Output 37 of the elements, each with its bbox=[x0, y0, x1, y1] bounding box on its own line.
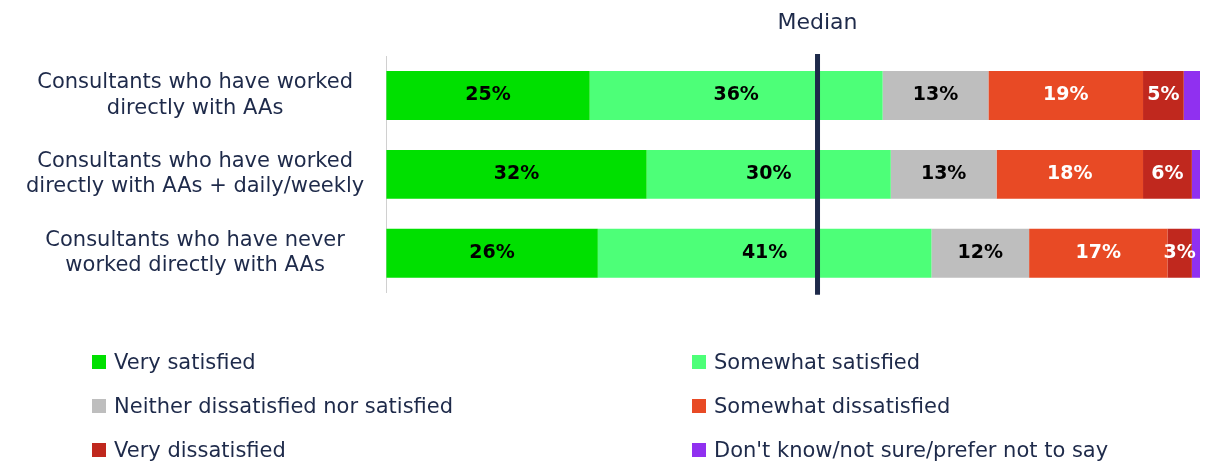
bar bbox=[386, 228, 598, 278]
data-label: 26% bbox=[469, 240, 515, 263]
data-label: 17% bbox=[1075, 240, 1122, 263]
bar bbox=[589, 71, 883, 120]
data-label: 41% bbox=[741, 240, 788, 263]
legend-label: Don't know/not sure/prefer not to say bbox=[713, 438, 1110, 462]
data-label: 25% bbox=[465, 82, 511, 105]
bar bbox=[996, 149, 1144, 199]
y-tick-label: Consultants who have worked directly with AAs bbox=[37, 69, 353, 119]
data-label: 30% bbox=[745, 161, 792, 184]
data-label: 12% bbox=[957, 240, 1004, 263]
bar bbox=[386, 71, 590, 120]
bar bbox=[1183, 71, 1200, 120]
data-label: 13% bbox=[912, 82, 959, 105]
bar bbox=[386, 149, 647, 199]
bar bbox=[597, 228, 932, 278]
y-tick-label: Consultants who have worked directly with AAs + daily/weekly bbox=[26, 148, 365, 198]
data-label: 6% bbox=[1151, 161, 1184, 184]
legend-label: Neither dissatisfied nor satisfied bbox=[113, 394, 455, 418]
legend-label: Very dissatisfied bbox=[113, 438, 287, 462]
bar bbox=[646, 149, 891, 199]
data-label: 36% bbox=[713, 82, 759, 105]
y-tick-label: Consultants who have never worked directly with AAs bbox=[45, 227, 346, 277]
data-label: 32% bbox=[493, 161, 540, 184]
bar bbox=[1191, 149, 1200, 199]
data-label: 19% bbox=[1042, 82, 1089, 105]
legend-label: Very satisfied bbox=[113, 350, 257, 374]
legend-label: Somewhat dissatisfied bbox=[713, 394, 952, 418]
bar bbox=[882, 71, 989, 120]
ref-line-label: Median bbox=[777, 8, 858, 34]
legend-label: Somewhat satisfied bbox=[713, 350, 922, 374]
bar bbox=[988, 71, 1144, 120]
bar bbox=[890, 149, 997, 199]
data-label: 5% bbox=[1147, 82, 1180, 105]
bar bbox=[931, 228, 1030, 278]
data-label: 18% bbox=[1047, 161, 1093, 184]
data-label: 13% bbox=[920, 161, 967, 184]
